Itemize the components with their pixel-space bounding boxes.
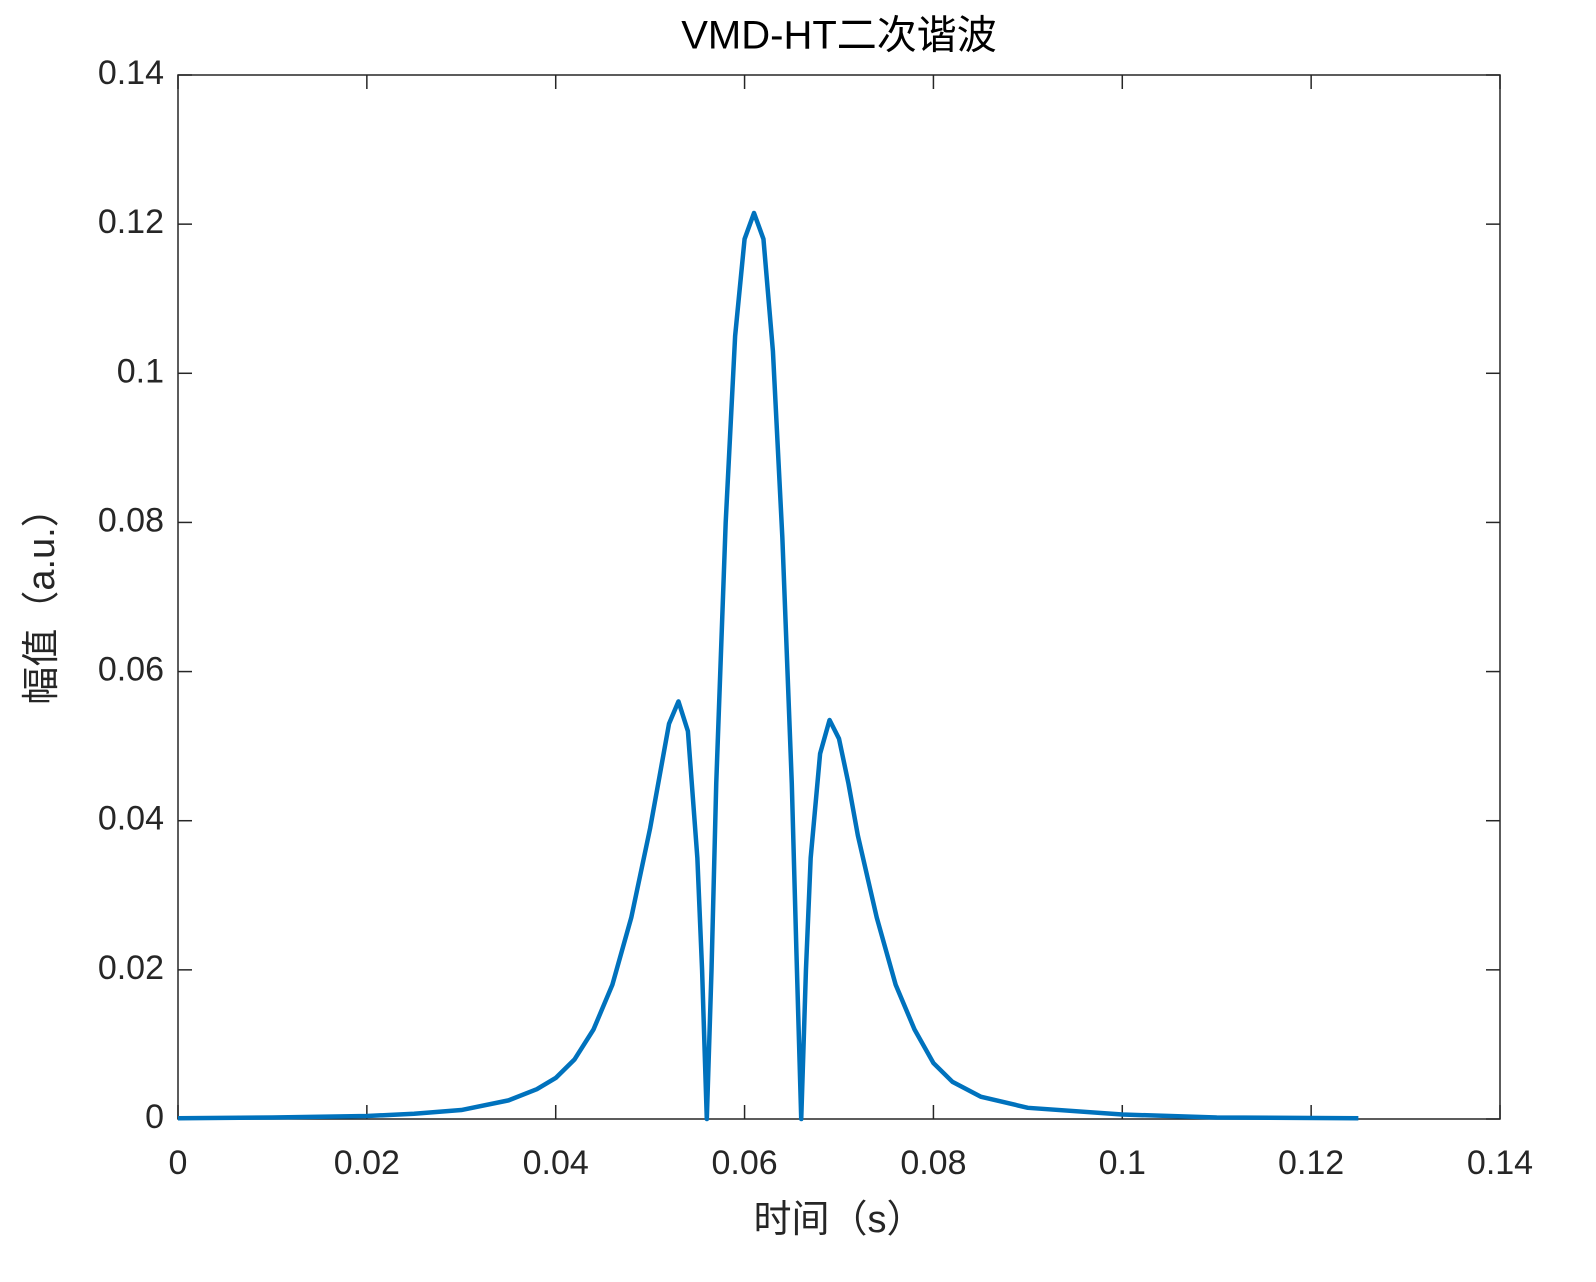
y-tick-label: 0.04: [98, 800, 164, 838]
x-tick-label: 0.08: [900, 1144, 966, 1182]
x-tick-label: 0.02: [334, 1144, 400, 1182]
y-tick-label: 0.14: [98, 54, 164, 92]
y-tick-label: 0: [145, 1098, 164, 1136]
data-line: [177, 210, 1359, 1122]
y-tick-label: 0.12: [98, 203, 164, 241]
axes-box: [177, 74, 1501, 1120]
y-axis-label: 幅值（a.u.）: [21, 489, 63, 704]
y-tick-label: 0.06: [98, 651, 164, 689]
x-tick-label: 0.14: [1467, 1144, 1533, 1182]
chart-title: VMD-HT二次谐波: [681, 14, 997, 58]
y-tick-label: 0.02: [98, 949, 164, 987]
x-tick-label: 0.06: [711, 1144, 777, 1182]
x-tick-label: 0: [169, 1144, 188, 1182]
x-axis-label: 时间（s）: [753, 1199, 924, 1241]
x-tick-label: 0.04: [523, 1144, 589, 1182]
x-tick-label: 0.1: [1099, 1144, 1146, 1182]
x-tick-label: 0.12: [1278, 1144, 1344, 1182]
y-tick-label: 0.1: [117, 352, 164, 390]
y-tick-label: 0.08: [98, 501, 164, 539]
